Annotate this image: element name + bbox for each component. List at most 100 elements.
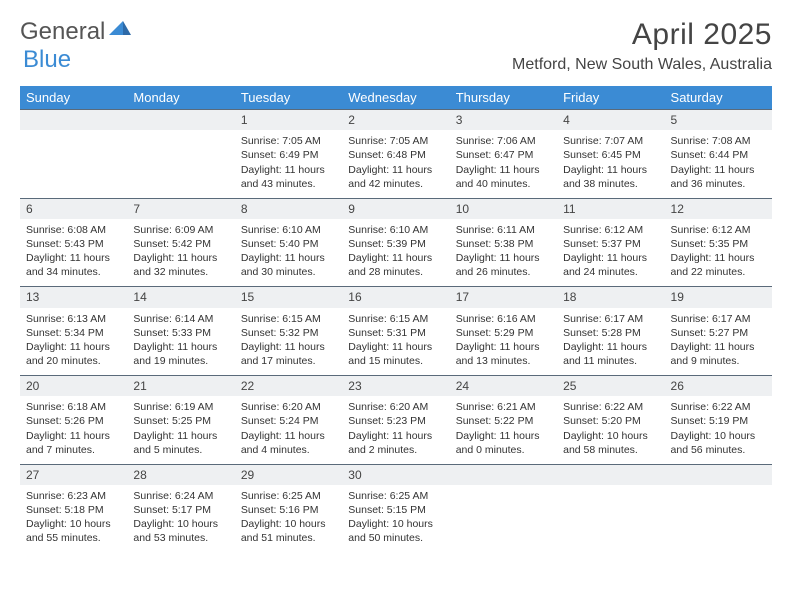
sunset-line: Sunset: 5:31 PM xyxy=(348,326,443,340)
day-content-cell: Sunrise: 6:14 AMSunset: 5:33 PMDaylight:… xyxy=(127,308,234,376)
header: General April 2025 Metford, New South Wa… xyxy=(20,18,772,74)
sunset-line: Sunset: 5:18 PM xyxy=(26,503,121,517)
day-content-cell: Sunrise: 6:20 AMSunset: 5:24 PMDaylight:… xyxy=(235,396,342,464)
sunrise-line: Sunrise: 6:16 AM xyxy=(456,312,551,326)
day-content-cell: Sunrise: 6:13 AMSunset: 5:34 PMDaylight:… xyxy=(20,308,127,376)
day-content-cell: Sunrise: 6:25 AMSunset: 5:16 PMDaylight:… xyxy=(235,485,342,553)
sunrise-line: Sunrise: 7:05 AM xyxy=(241,134,336,148)
daylight-line: Daylight: 11 hours and 13 minutes. xyxy=(456,340,551,368)
sunset-line: Sunset: 5:29 PM xyxy=(456,326,551,340)
sunset-line: Sunset: 5:19 PM xyxy=(671,414,766,428)
day-number-cell: 10 xyxy=(450,198,557,219)
daylight-line: Daylight: 10 hours and 53 minutes. xyxy=(133,517,228,545)
day-number-cell: 25 xyxy=(557,376,664,397)
dow-sunday: Sunday xyxy=(20,86,127,110)
sunrise-line: Sunrise: 6:25 AM xyxy=(241,489,336,503)
daylight-line: Daylight: 11 hours and 5 minutes. xyxy=(133,429,228,457)
sunset-line: Sunset: 5:28 PM xyxy=(563,326,658,340)
day-content-cell: Sunrise: 7:06 AMSunset: 6:47 PMDaylight:… xyxy=(450,130,557,198)
dow-thursday: Thursday xyxy=(450,86,557,110)
daylight-line: Daylight: 11 hours and 11 minutes. xyxy=(563,340,658,368)
sunrise-line: Sunrise: 6:15 AM xyxy=(241,312,336,326)
day-number-cell: 8 xyxy=(235,198,342,219)
sunset-line: Sunset: 5:27 PM xyxy=(671,326,766,340)
title-block: April 2025 Metford, New South Wales, Aus… xyxy=(512,18,772,74)
day-number-cell: 9 xyxy=(342,198,449,219)
daylight-line: Daylight: 11 hours and 26 minutes. xyxy=(456,251,551,279)
day-number-cell: 11 xyxy=(557,198,664,219)
sunset-line: Sunset: 5:40 PM xyxy=(241,237,336,251)
daylight-line: Daylight: 11 hours and 43 minutes. xyxy=(241,163,336,191)
sunrise-line: Sunrise: 6:12 AM xyxy=(563,223,658,237)
daylight-line: Daylight: 11 hours and 15 minutes. xyxy=(348,340,443,368)
day-number-cell: 29 xyxy=(235,464,342,485)
dow-friday: Friday xyxy=(557,86,664,110)
day-content-cell xyxy=(127,130,234,198)
content-row: Sunrise: 6:13 AMSunset: 5:34 PMDaylight:… xyxy=(20,308,772,376)
daylight-line: Daylight: 11 hours and 30 minutes. xyxy=(241,251,336,279)
day-content-cell: Sunrise: 6:11 AMSunset: 5:38 PMDaylight:… xyxy=(450,219,557,287)
content-row: Sunrise: 7:05 AMSunset: 6:49 PMDaylight:… xyxy=(20,130,772,198)
day-content-cell: Sunrise: 6:18 AMSunset: 5:26 PMDaylight:… xyxy=(20,396,127,464)
sunrise-line: Sunrise: 6:17 AM xyxy=(563,312,658,326)
daynum-row: 27282930 xyxy=(20,464,772,485)
sunset-line: Sunset: 5:22 PM xyxy=(456,414,551,428)
day-content-cell: Sunrise: 6:20 AMSunset: 5:23 PMDaylight:… xyxy=(342,396,449,464)
daylight-line: Daylight: 11 hours and 24 minutes. xyxy=(563,251,658,279)
dow-saturday: Saturday xyxy=(665,86,772,110)
day-number-cell: 24 xyxy=(450,376,557,397)
sunset-line: Sunset: 5:16 PM xyxy=(241,503,336,517)
daynum-row: 12345 xyxy=(20,110,772,131)
sunrise-line: Sunrise: 6:23 AM xyxy=(26,489,121,503)
sunrise-line: Sunrise: 6:18 AM xyxy=(26,400,121,414)
day-number-cell: 21 xyxy=(127,376,234,397)
logo-word1: General xyxy=(20,18,105,46)
day-number-cell: 18 xyxy=(557,287,664,308)
sunset-line: Sunset: 6:44 PM xyxy=(671,148,766,162)
day-content-cell: Sunrise: 6:17 AMSunset: 5:27 PMDaylight:… xyxy=(665,308,772,376)
sunrise-line: Sunrise: 6:09 AM xyxy=(133,223,228,237)
daylight-line: Daylight: 11 hours and 38 minutes. xyxy=(563,163,658,191)
sunrise-line: Sunrise: 6:14 AM xyxy=(133,312,228,326)
daylight-line: Daylight: 11 hours and 34 minutes. xyxy=(26,251,121,279)
month-title: April 2025 xyxy=(512,18,772,52)
logo-word2-wrap: Blue xyxy=(23,46,71,74)
sunset-line: Sunset: 6:49 PM xyxy=(241,148,336,162)
daylight-line: Daylight: 11 hours and 28 minutes. xyxy=(348,251,443,279)
sunset-line: Sunset: 5:32 PM xyxy=(241,326,336,340)
sunrise-line: Sunrise: 6:15 AM xyxy=(348,312,443,326)
dow-monday: Monday xyxy=(127,86,234,110)
day-content-cell: Sunrise: 6:09 AMSunset: 5:42 PMDaylight:… xyxy=(127,219,234,287)
day-number-cell xyxy=(557,464,664,485)
day-number-cell: 1 xyxy=(235,110,342,131)
day-number-cell xyxy=(20,110,127,131)
day-content-cell: Sunrise: 6:12 AMSunset: 5:35 PMDaylight:… xyxy=(665,219,772,287)
day-number-cell: 14 xyxy=(127,287,234,308)
sunset-line: Sunset: 5:33 PM xyxy=(133,326,228,340)
daylight-line: Daylight: 11 hours and 9 minutes. xyxy=(671,340,766,368)
dow-wednesday: Wednesday xyxy=(342,86,449,110)
daylight-line: Daylight: 11 hours and 36 minutes. xyxy=(671,163,766,191)
daynum-row: 6789101112 xyxy=(20,198,772,219)
sunrise-line: Sunrise: 7:05 AM xyxy=(348,134,443,148)
sunrise-line: Sunrise: 6:10 AM xyxy=(348,223,443,237)
sunrise-line: Sunrise: 6:22 AM xyxy=(563,400,658,414)
sunrise-line: Sunrise: 7:06 AM xyxy=(456,134,551,148)
sunset-line: Sunset: 5:25 PM xyxy=(133,414,228,428)
day-number-cell: 26 xyxy=(665,376,772,397)
daylight-line: Daylight: 10 hours and 58 minutes. xyxy=(563,429,658,457)
day-content-cell: Sunrise: 6:22 AMSunset: 5:19 PMDaylight:… xyxy=(665,396,772,464)
calendar-body: 12345Sunrise: 7:05 AMSunset: 6:49 PMDayl… xyxy=(20,110,772,553)
day-number-cell: 22 xyxy=(235,376,342,397)
daynum-row: 20212223242526 xyxy=(20,376,772,397)
day-number-cell: 3 xyxy=(450,110,557,131)
sunrise-line: Sunrise: 6:21 AM xyxy=(456,400,551,414)
sunset-line: Sunset: 5:37 PM xyxy=(563,237,658,251)
day-content-cell: Sunrise: 6:15 AMSunset: 5:32 PMDaylight:… xyxy=(235,308,342,376)
day-content-cell: Sunrise: 6:24 AMSunset: 5:17 PMDaylight:… xyxy=(127,485,234,553)
day-content-cell: Sunrise: 6:10 AMSunset: 5:39 PMDaylight:… xyxy=(342,219,449,287)
day-number-cell: 20 xyxy=(20,376,127,397)
sunset-line: Sunset: 5:35 PM xyxy=(671,237,766,251)
daylight-line: Daylight: 11 hours and 19 minutes. xyxy=(133,340,228,368)
day-number-cell: 19 xyxy=(665,287,772,308)
